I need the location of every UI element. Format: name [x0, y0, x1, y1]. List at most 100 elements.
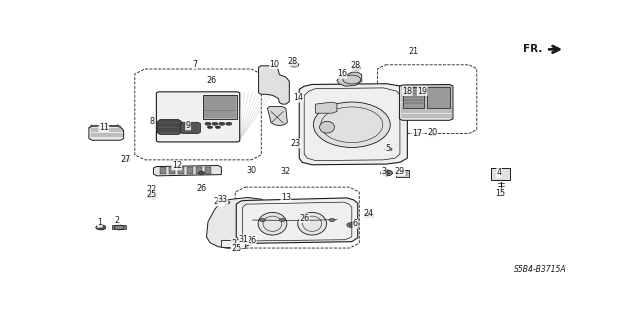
Text: S5B4-B3715A: S5B4-B3715A [513, 264, 566, 274]
Circle shape [260, 219, 266, 221]
Text: 3: 3 [381, 167, 386, 176]
Circle shape [355, 67, 359, 69]
Circle shape [250, 240, 255, 243]
Text: 8: 8 [149, 117, 154, 126]
Ellipse shape [314, 102, 390, 147]
Ellipse shape [319, 121, 335, 133]
Bar [364, 213, 372, 217]
Polygon shape [154, 166, 221, 176]
Circle shape [290, 63, 299, 67]
Bar [231, 241, 245, 248]
Text: 21: 21 [408, 47, 419, 56]
Text: 29: 29 [395, 167, 405, 176]
Ellipse shape [258, 212, 287, 235]
Circle shape [347, 223, 356, 227]
Polygon shape [337, 72, 362, 86]
Circle shape [353, 66, 361, 70]
Circle shape [349, 224, 355, 226]
Text: 20: 20 [427, 128, 437, 137]
Bar [178, 167, 184, 174]
Circle shape [219, 122, 225, 125]
Circle shape [226, 122, 232, 125]
Circle shape [205, 122, 211, 125]
Polygon shape [268, 107, 287, 125]
Text: 11: 11 [99, 123, 109, 132]
Bar [491, 168, 509, 180]
Bar [396, 170, 409, 177]
Bar [161, 167, 166, 174]
Text: 16: 16 [337, 70, 347, 78]
Text: 4: 4 [497, 168, 502, 177]
Text: 9: 9 [186, 121, 191, 130]
Circle shape [124, 158, 131, 162]
Circle shape [381, 170, 392, 176]
Text: 18: 18 [403, 86, 412, 96]
Text: 22: 22 [147, 185, 157, 194]
Text: 2: 2 [115, 216, 120, 225]
Polygon shape [300, 84, 408, 165]
Bar [169, 167, 175, 174]
Bar [403, 87, 424, 108]
Polygon shape [180, 122, 200, 134]
Bar [147, 194, 156, 197]
Polygon shape [259, 66, 289, 104]
Circle shape [429, 133, 435, 136]
Text: 26: 26 [206, 76, 216, 85]
Bar [428, 87, 449, 108]
Polygon shape [207, 197, 268, 248]
Text: 26: 26 [246, 236, 256, 245]
Text: 6: 6 [353, 219, 358, 228]
Text: 26: 26 [214, 197, 224, 206]
Text: 33: 33 [218, 196, 228, 204]
Polygon shape [156, 92, 240, 142]
Text: 5: 5 [385, 144, 390, 153]
Text: 22: 22 [231, 239, 241, 248]
Text: 25: 25 [231, 244, 241, 253]
Text: 17: 17 [412, 129, 422, 138]
Circle shape [198, 171, 205, 174]
Bar [112, 226, 126, 229]
Text: 27: 27 [120, 155, 131, 164]
Text: 26: 26 [196, 184, 207, 193]
Text: 31: 31 [239, 235, 249, 244]
Bar [196, 167, 202, 174]
Bar [187, 167, 193, 174]
Bar [205, 167, 211, 174]
Circle shape [295, 144, 301, 147]
Text: 1: 1 [97, 219, 102, 227]
Circle shape [385, 148, 392, 151]
Circle shape [99, 226, 103, 229]
Text: 32: 32 [281, 167, 291, 176]
Circle shape [292, 64, 296, 66]
Circle shape [329, 219, 335, 221]
Ellipse shape [298, 212, 326, 235]
Circle shape [280, 219, 285, 221]
Text: 7: 7 [193, 60, 198, 69]
Circle shape [302, 218, 309, 221]
Polygon shape [157, 119, 182, 135]
Circle shape [235, 248, 241, 250]
Text: 24: 24 [364, 209, 374, 218]
Circle shape [207, 126, 212, 129]
Circle shape [212, 122, 218, 125]
Text: 14: 14 [293, 93, 303, 102]
Bar [147, 189, 156, 194]
Circle shape [223, 201, 230, 204]
Text: 13: 13 [281, 193, 291, 202]
Polygon shape [236, 198, 358, 243]
Circle shape [414, 132, 420, 136]
Circle shape [416, 133, 419, 135]
Circle shape [150, 196, 156, 199]
Text: 12: 12 [172, 161, 182, 170]
Polygon shape [399, 85, 453, 120]
Text: 23: 23 [291, 139, 301, 148]
Circle shape [383, 171, 390, 174]
Text: 28: 28 [287, 57, 298, 66]
Text: 15: 15 [495, 189, 506, 197]
Text: 26: 26 [299, 214, 309, 223]
Circle shape [96, 225, 106, 230]
Polygon shape [89, 126, 124, 140]
Polygon shape [316, 102, 337, 113]
Bar [203, 95, 237, 119]
Text: 30: 30 [246, 166, 256, 175]
